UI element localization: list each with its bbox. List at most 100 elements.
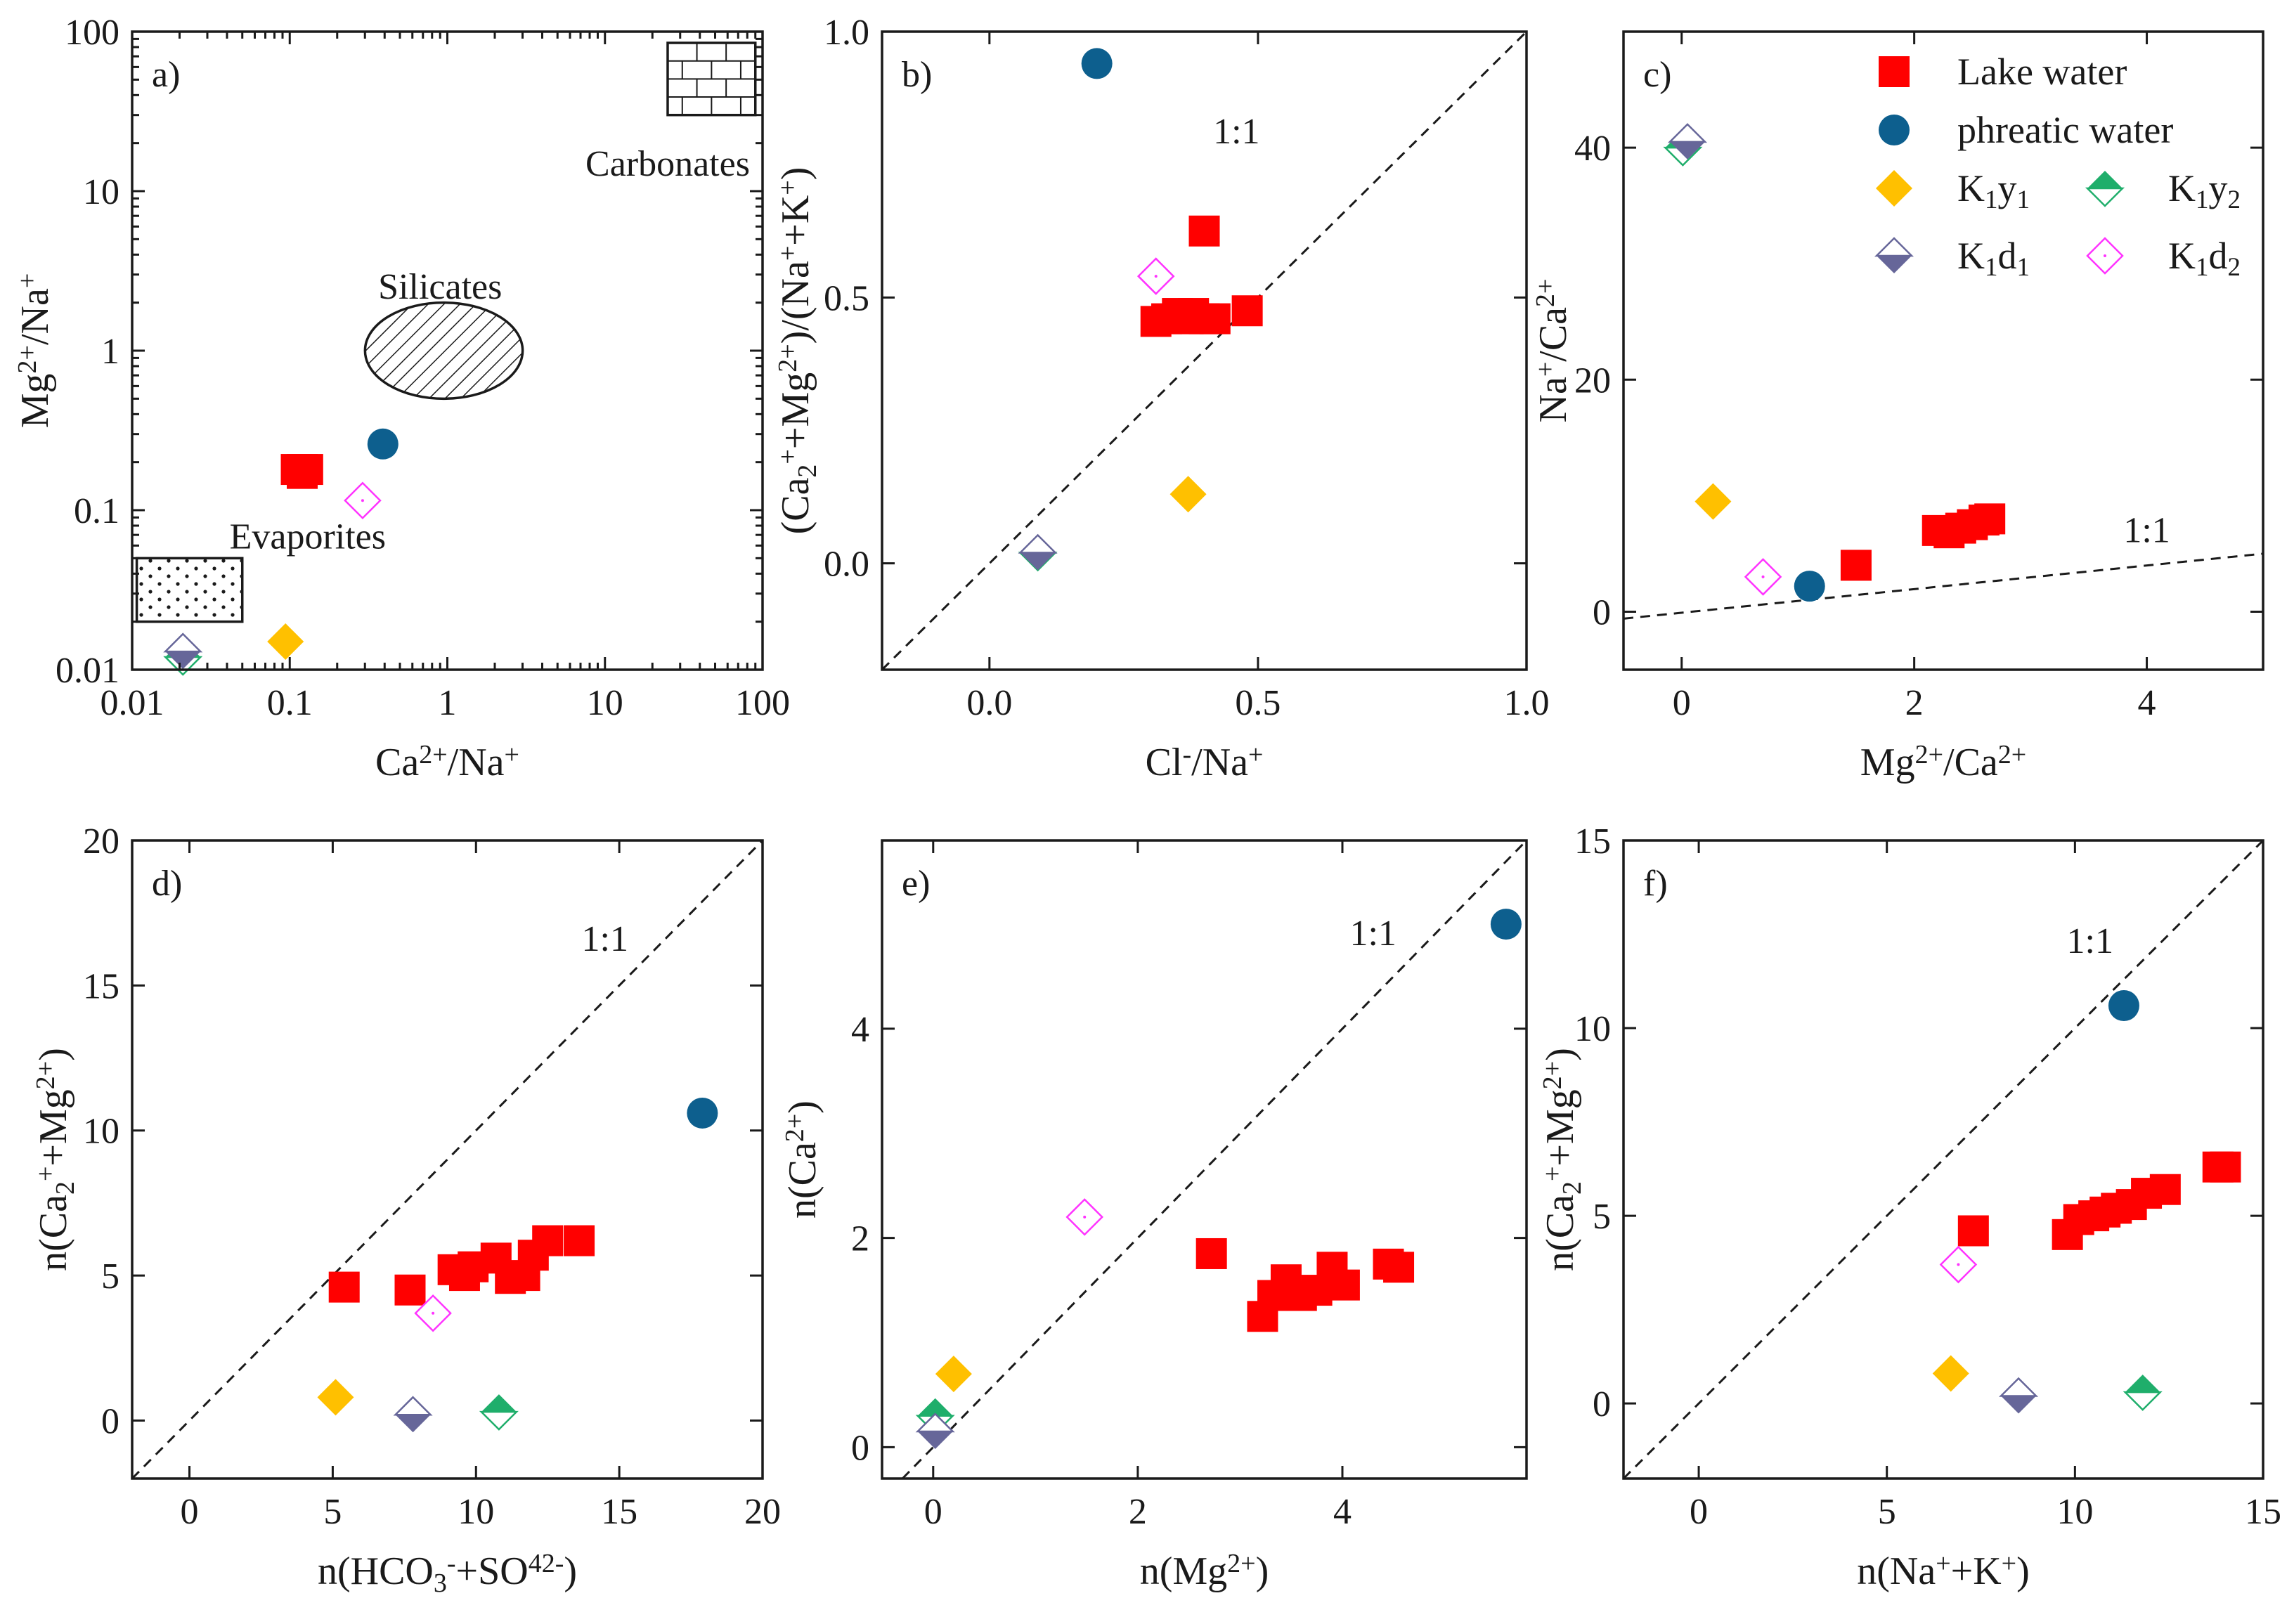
y-tick-label: 10 (83, 172, 119, 212)
x-tick-label: 10 (458, 1492, 494, 1532)
k1d1-point (1999, 1377, 2039, 1414)
x-tick-label: 0.0 (966, 683, 1012, 723)
lake-point (394, 1274, 426, 1306)
panel-f: 1:1 0 5 10 15 0 5 10 15 n(Na++K+) n(Ca2++Mg2+) f) (1538, 821, 2281, 1593)
y-tick-label: 1 (101, 332, 119, 372)
lake-point (1328, 1269, 1360, 1301)
plot-frame (881, 30, 1528, 671)
lake-point (532, 1225, 564, 1256)
x-tick-label: 2 (1129, 1492, 1147, 1532)
k1y1-point (1932, 1355, 1969, 1392)
k1d1-point (915, 1412, 955, 1450)
axis-ticks (882, 30, 1528, 670)
lake-legend-marker (1879, 56, 1910, 87)
y-tick-label: 15 (83, 966, 119, 1006)
lake-point (1195, 1238, 1227, 1269)
k1y1-point (1169, 476, 1207, 513)
evaporites-region (135, 557, 244, 623)
x-axis-title: Ca2+/Na+ (375, 740, 519, 784)
y-tick-label: 10 (83, 1112, 119, 1152)
y-axis-title: (Ca2++Mg2+)/(Na++K+) (773, 167, 822, 535)
legend: Lake water phreatic water K1y1 K1y2 K1d1 K1d2 (1874, 51, 2241, 282)
plot-frame (1622, 839, 2264, 1480)
phreatic-point (1081, 48, 1113, 79)
panel-label: c) (1643, 55, 1671, 95)
k1d1-point (163, 632, 203, 670)
panel-label: a) (152, 55, 180, 95)
one-to-one-label: 1:1 (1349, 914, 1396, 954)
lake-point (1840, 550, 1872, 581)
x-tick-label: 4 (2138, 683, 2156, 723)
k1d2-point (1744, 558, 1782, 596)
y-tick-label: 0.01 (56, 651, 119, 691)
x-tick-label: 0 (181, 1492, 199, 1532)
one-to-one-line (1623, 552, 2264, 620)
x-tick-label: 15 (2245, 1492, 2281, 1532)
k1y1-point (1694, 483, 1732, 520)
lake-point (1188, 215, 1220, 247)
panel-label: b) (902, 55, 932, 95)
x-tick-label: 0 (1690, 1492, 1708, 1532)
x-axis-title: n(Na++K+) (1857, 1549, 2030, 1593)
k1d2-point (344, 481, 382, 519)
y-axis-title: Na+/Ca2+ (1531, 279, 1575, 423)
carbonates-region (666, 41, 757, 117)
k1y1-point (267, 623, 304, 661)
panel-label: d) (152, 864, 182, 904)
one-to-one-label: 1:1 (1213, 112, 1259, 152)
y-tick-label: 15 (1574, 821, 1611, 862)
lake-point (1383, 1252, 1415, 1283)
legend-item-lake: Lake water (1879, 51, 2127, 93)
lake-point (2210, 1151, 2241, 1183)
regions: Silicates Evaporites Carbonates (135, 41, 757, 623)
x-tick-label: 20 (744, 1492, 781, 1532)
phreatic-legend-marker (1879, 115, 1910, 145)
x-tick-label: 0.01 (101, 683, 164, 723)
k1d1-point (1018, 533, 1058, 571)
x-tick-label: 2 (1905, 683, 1924, 723)
y-tick-label: 0 (1593, 1384, 1611, 1424)
lake-point (1199, 303, 1231, 334)
k1d1-point (1667, 123, 1708, 160)
x-tick-label: 5 (1878, 1492, 1896, 1532)
panel-label: e) (902, 864, 930, 904)
panel-d: 1:1 0 5 10 15 20 0 5 10 15 20 n(HCO3-+SO42-) n(Ca2++… (31, 821, 781, 1598)
lake-point (287, 457, 318, 489)
legend-item-k1d2: K1d2 (2086, 235, 2241, 282)
k1d2-point (1939, 1245, 1978, 1284)
panel-b: 1:1 0.0 0.5 1.0 0.0 0.5 1.0 Cl-/Na+ (Ca2++Mg2+)/… (773, 13, 1550, 784)
axis-ticks (1624, 839, 2264, 1479)
k1d2-point (1136, 257, 1175, 295)
k1d1-legend-marker (1874, 237, 1914, 273)
lake-point (1974, 503, 2006, 535)
k1y1-point (935, 1356, 972, 1393)
y-tick-label: 5 (101, 1256, 119, 1297)
y-tick-label: 0.0 (824, 545, 869, 585)
legend-label-phreatic: phreatic water (1957, 109, 2173, 151)
y-tick-label: 4 (851, 1010, 869, 1050)
phreatic-point (1794, 571, 1825, 602)
k1y2-legend-marker (2085, 171, 2125, 207)
k1y1-point (317, 1379, 354, 1416)
y-axis-title: n(Ca2++Mg2+) (31, 1048, 80, 1271)
x-tick-label: 4 (1333, 1492, 1352, 1532)
x-tick-label: 1.0 (1504, 683, 1550, 723)
legend-label-k1y2: K1y2 (2168, 167, 2241, 214)
x-tick-label: 0 (924, 1492, 942, 1532)
y-axis-title: n(Ca2+) (780, 1100, 824, 1219)
legend-item-k1d1: K1d1 (1874, 235, 2030, 282)
axis-ticks (131, 32, 763, 671)
k1y2-point (2123, 1375, 2163, 1411)
phreatic-point (2108, 990, 2139, 1022)
y-tick-label: 0 (101, 1401, 119, 1441)
lake-point (564, 1225, 595, 1256)
y-tick-label: 20 (1574, 360, 1611, 401)
one-to-one-label: 1:1 (582, 919, 628, 959)
plot-frame (881, 839, 1528, 1480)
carbonates-label: Carbonates (585, 144, 750, 184)
y-tick-label: 0.5 (824, 278, 869, 318)
lake-point (328, 1271, 360, 1303)
lake-point (2149, 1174, 2181, 1205)
legend-label-lake: Lake water (1957, 51, 2127, 93)
